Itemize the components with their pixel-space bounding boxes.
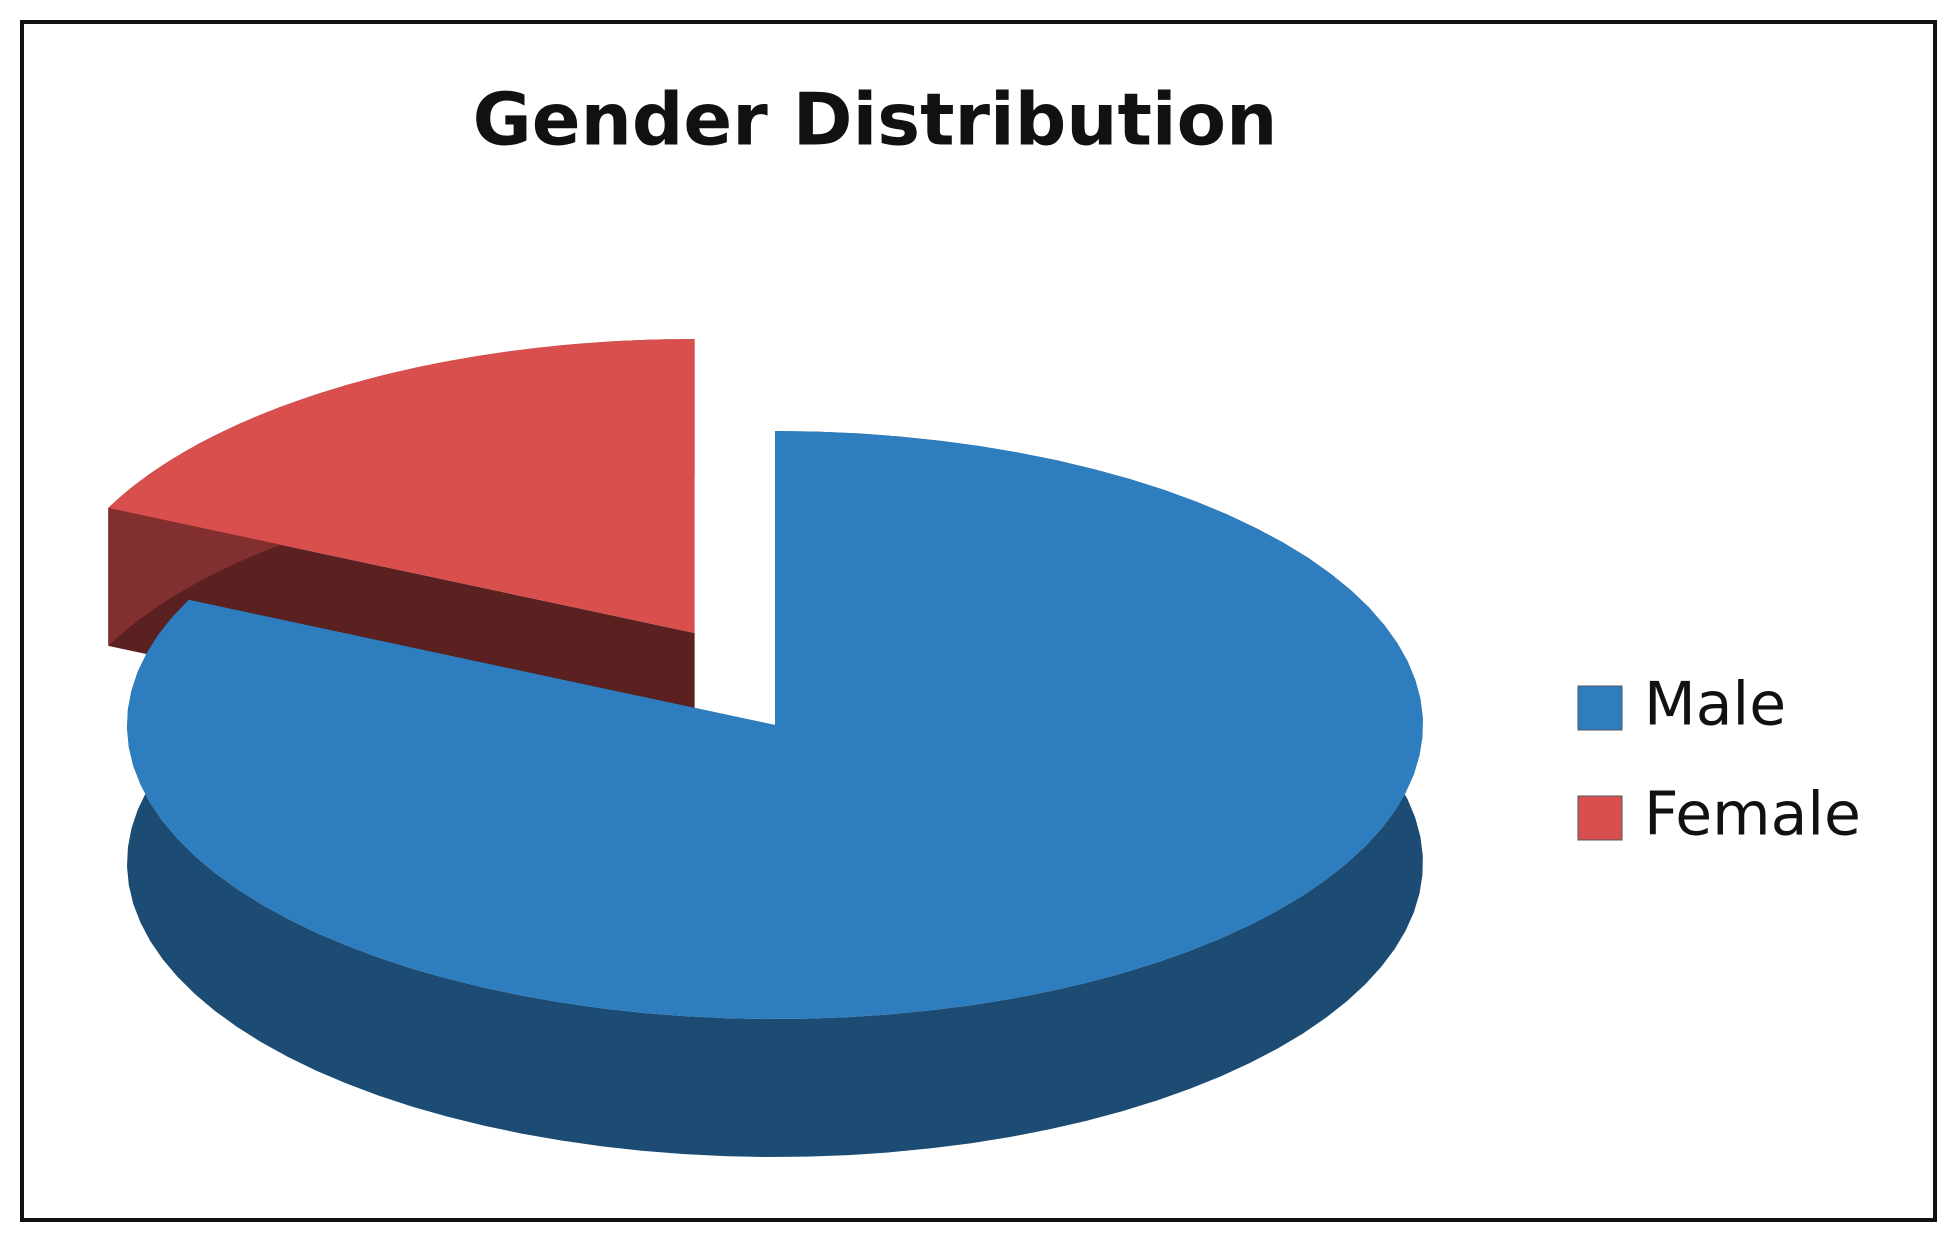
legend-label: Male xyxy=(1644,670,1786,740)
chart-title: Gender Distribution xyxy=(473,78,1278,162)
legend-label: Female xyxy=(1644,780,1861,850)
slice xyxy=(108,339,695,634)
legend-swatch xyxy=(1577,795,1623,841)
slice xyxy=(127,431,1423,1019)
pie xyxy=(108,339,1423,1157)
legend: Male Female xyxy=(1577,670,1861,850)
legend-swatch xyxy=(1577,685,1623,731)
